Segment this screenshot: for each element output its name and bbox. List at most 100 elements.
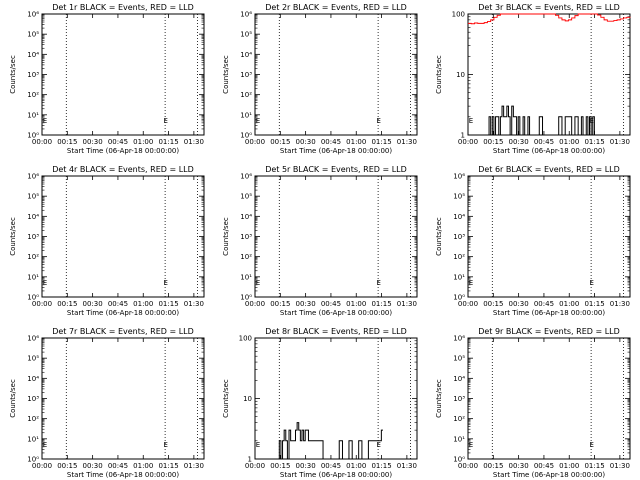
y-tick-label: 10⁶ — [453, 335, 465, 343]
x-axis-label: Start Time (06-Apr-18 00:00:00) — [493, 147, 605, 155]
y-axis-label: Counts/sec — [435, 55, 443, 94]
x-tick-label: 01:30 — [184, 138, 204, 146]
x-tick-label: 00:00 — [32, 300, 52, 308]
y-tick-label: 100 — [239, 335, 252, 343]
panel-4: Det 4r BLACK = Events, RED = LLD 00:00 00:… — [9, 165, 205, 317]
y-tick-label: 10³ — [27, 395, 39, 403]
x-tick-label: 00:15 — [483, 462, 503, 470]
x-axis-label: Start Time (06-Apr-18 00:00:00) — [280, 147, 392, 155]
event-marker-label: E — [469, 117, 473, 125]
y-tick-label: 10³ — [453, 395, 465, 403]
y-tick-label: 10¹ — [240, 273, 252, 281]
x-tick-label: 01:00 — [133, 300, 153, 308]
x-tick-label: 00:30 — [509, 462, 529, 470]
y-tick-label: 10² — [453, 415, 465, 423]
panel-title: Det 1r BLACK = Events, RED = LLD — [52, 3, 194, 12]
x-tick-label: 01:00 — [133, 462, 153, 470]
x-tick-label: 00:45 — [534, 138, 554, 146]
x-tick-label: 00:15 — [270, 138, 290, 146]
x-axis-label: Start Time (06-Apr-18 00:00:00) — [67, 147, 179, 155]
x-tick-label: 00:15 — [270, 462, 290, 470]
y-tick-label: 10⁴ — [27, 375, 39, 383]
y-tick-label: 10⁰ — [27, 132, 39, 140]
y-tick-label: 10³ — [453, 233, 465, 241]
y-tick-label: 10⁶ — [240, 11, 252, 19]
y-tick-label: 10² — [240, 253, 252, 261]
y-tick-label: 10⁴ — [240, 213, 252, 221]
x-tick-label: 01:00 — [133, 138, 153, 146]
x-tick-label: 01:30 — [610, 462, 630, 470]
x-tick-label: 01:30 — [184, 300, 204, 308]
x-tick-label: 00:30 — [296, 138, 316, 146]
y-axis-label: Counts/sec — [9, 55, 17, 94]
x-tick-label: 01:30 — [397, 462, 417, 470]
x-tick-label: 00:45 — [108, 300, 128, 308]
y-axis-label: Counts/sec — [222, 217, 230, 256]
y-tick-label: 10² — [27, 253, 39, 261]
x-tick-label: 01:15 — [371, 462, 391, 470]
y-tick-label: 10¹ — [27, 435, 39, 443]
panel-title: Det 5r BLACK = Events, RED = LLD — [265, 165, 407, 174]
y-axis-label: Counts/sec — [222, 379, 230, 418]
y-axis-label: Counts/sec — [222, 55, 230, 94]
y-tick-label: 10¹ — [453, 273, 465, 281]
y-tick-label: 10 — [456, 71, 465, 79]
y-tick-label: 10⁰ — [240, 294, 252, 302]
x-axis-label: Start Time (06-Apr-18 00:00:00) — [493, 309, 605, 317]
event-marker-label: E — [256, 117, 260, 125]
x-tick-label: 00:15 — [483, 300, 503, 308]
event-marker-label: E — [590, 279, 594, 287]
x-tick-label: 00:00 — [458, 462, 478, 470]
event-marker-label: E — [377, 441, 381, 449]
y-tick-label: 10² — [240, 91, 252, 99]
event-marker-label: E — [43, 117, 47, 125]
event-marker-label: E — [43, 279, 47, 287]
event-marker-label: E — [377, 117, 381, 125]
x-tick-label: 00:45 — [321, 462, 341, 470]
x-tick-label: 00:45 — [321, 138, 341, 146]
event-marker-label: E — [164, 279, 168, 287]
panel-title: Det 4r BLACK = Events, RED = LLD — [52, 165, 194, 174]
y-tick-label: 10⁵ — [240, 31, 252, 39]
x-tick-label: 00:15 — [57, 462, 77, 470]
y-tick-label: 10⁶ — [27, 11, 39, 19]
x-tick-label: 00:45 — [534, 300, 554, 308]
y-tick-label: 10³ — [27, 233, 39, 241]
x-tick-label: 01:30 — [610, 300, 630, 308]
x-tick-label: 00:30 — [509, 300, 529, 308]
panel-title: Det 2r BLACK = Events, RED = LLD — [265, 3, 407, 12]
event-marker-label: E — [469, 441, 473, 449]
x-tick-label: 01:00 — [559, 138, 579, 146]
y-tick-label: 10⁴ — [453, 375, 465, 383]
y-tick-label: 10⁵ — [27, 31, 39, 39]
panel-title: Det 9r BLACK = Events, RED = LLD — [478, 327, 620, 336]
events-series-line — [255, 422, 383, 460]
x-tick-label: 00:00 — [32, 138, 52, 146]
event-marker-label: E — [377, 279, 381, 287]
x-tick-label: 00:30 — [83, 300, 103, 308]
y-tick-label: 10⁵ — [27, 193, 39, 201]
panel-title: Det 6r BLACK = Events, RED = LLD — [478, 165, 620, 174]
event-marker-label: E — [469, 279, 473, 287]
x-tick-label: 00:15 — [57, 300, 77, 308]
y-tick-label: 10⁰ — [240, 132, 252, 140]
y-tick-label: 10⁶ — [27, 335, 39, 343]
y-axis-label: Counts/sec — [435, 379, 443, 418]
panel-7: Det 7r BLACK = Events, RED = LLD 00:00 00:… — [9, 327, 205, 479]
x-tick-label: 01:15 — [584, 300, 604, 308]
panel-2: Det 2r BLACK = Events, RED = LLD 00:00 00:… — [222, 3, 418, 155]
event-marker-label: E — [590, 441, 594, 449]
x-tick-label: 01:30 — [184, 462, 204, 470]
x-tick-label: 00:00 — [458, 300, 478, 308]
y-tick-label: 10⁰ — [27, 294, 39, 302]
x-tick-label: 01:00 — [559, 462, 579, 470]
y-tick-label: 1 — [248, 456, 252, 464]
x-tick-label: 01:15 — [158, 462, 178, 470]
x-tick-label: 00:00 — [245, 138, 265, 146]
panel-3: Det 3r BLACK = Events, RED = LLD 00:00 00:… — [435, 3, 631, 155]
y-tick-label: 10⁴ — [240, 51, 252, 59]
y-tick-label: 1 — [461, 132, 465, 140]
x-tick-label: 01:00 — [346, 138, 366, 146]
x-tick-label: 00:45 — [108, 138, 128, 146]
